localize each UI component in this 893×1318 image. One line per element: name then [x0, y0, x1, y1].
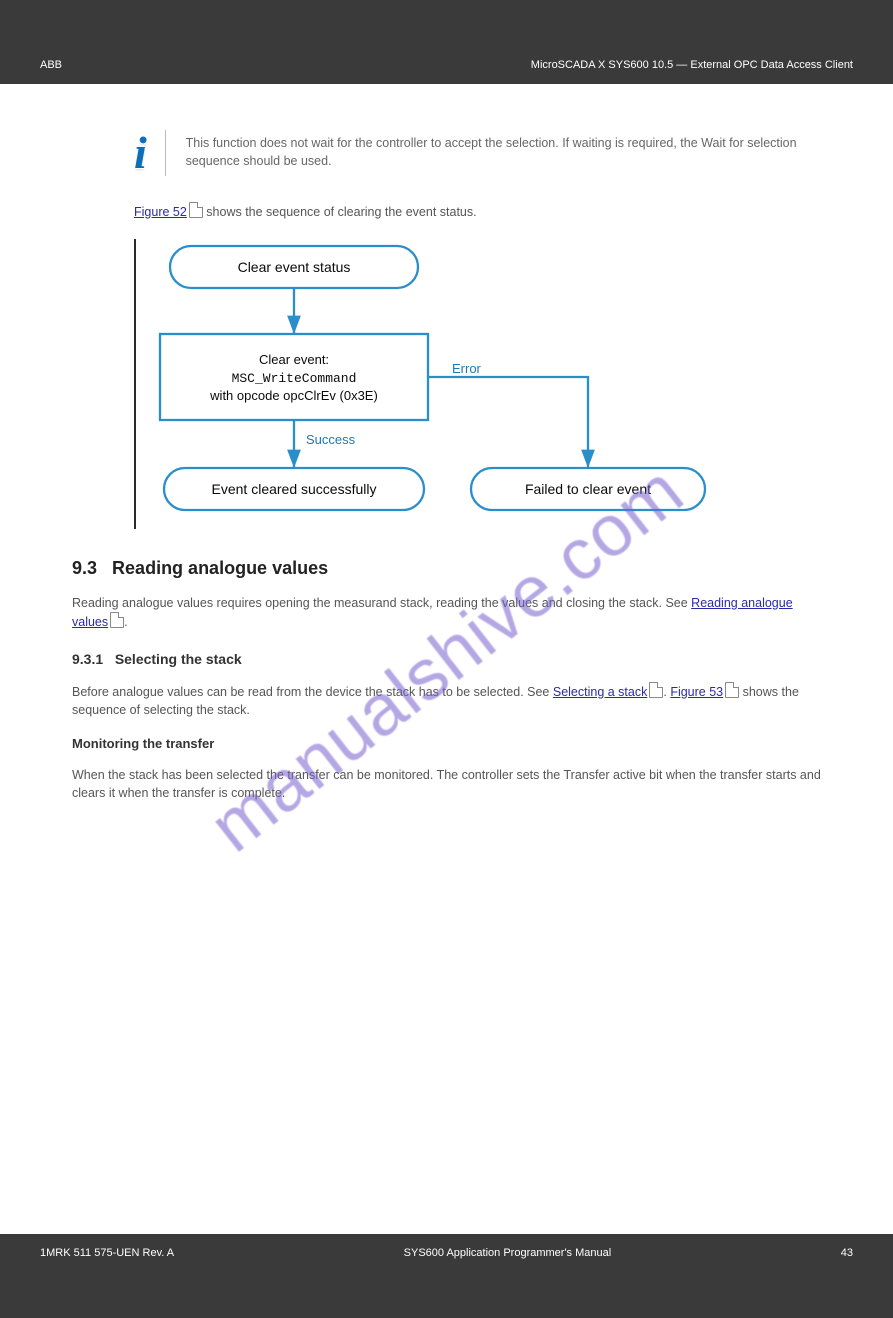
sub-pre: Before analogue values can be read from … — [72, 685, 553, 699]
mini-text: When the stack has been selected the tra… — [72, 766, 821, 802]
subsection-text: Before analogue values can be read from … — [72, 682, 821, 719]
section-heading: 9.3 Reading analogue values — [72, 555, 821, 581]
svg-text:Failed to clear event: Failed to clear event — [525, 481, 651, 497]
figure-lead-tail: shows the sequence of clearing the event… — [206, 205, 476, 219]
section-intro-tail: . — [124, 615, 127, 629]
section-intro: Reading analogue values requires opening… — [72, 594, 821, 631]
section-title: Reading analogue values — [112, 558, 328, 578]
info-icon: i — [134, 130, 147, 176]
page-icon — [725, 682, 739, 698]
svg-text:with opcode opcClrEv (0x3E): with opcode opcClrEv (0x3E) — [209, 388, 378, 403]
subsection-title: Selecting the stack — [115, 651, 242, 667]
flowchart: Success Error Clear event status Clear even… — [134, 239, 821, 529]
page-icon — [649, 682, 663, 698]
flowchart-svg: Success Error Clear event status Clear even… — [136, 239, 736, 529]
mini-heading: Monitoring the transfer — [72, 735, 821, 754]
footer-left: 1MRK 511 575-UEN Rev. A — [40, 1246, 174, 1262]
page-body: i This function does not wait for the co… — [0, 84, 893, 1234]
info-divider — [165, 130, 166, 176]
sub-link-2[interactable]: Figure 53 — [670, 685, 723, 699]
page-header: ABB MicroSCADA X SYS600 10.5 — External … — [0, 0, 893, 84]
footer-right: 43 — [841, 1246, 853, 1262]
section-intro-text: Reading analogue values requires opening… — [72, 596, 688, 610]
info-text: This function does not wait for the cont… — [186, 130, 821, 176]
svg-text:Success: Success — [306, 432, 356, 447]
subsection-heading: 9.3.1 Selecting the stack — [72, 649, 821, 669]
figure-ref-link[interactable]: Figure 52 — [134, 205, 187, 219]
header-left: ABB — [40, 58, 62, 74]
figure-lead-in: Figure 52 shows the sequence of clearing… — [134, 202, 821, 221]
svg-text:Clear event status: Clear event status — [238, 259, 351, 275]
page-icon — [110, 612, 124, 628]
sub-link-1[interactable]: Selecting a stack — [553, 685, 648, 699]
footer-center: SYS600 Application Programmer's Manual — [404, 1246, 612, 1262]
svg-text:Error: Error — [452, 361, 482, 376]
subsection-number: 9.3.1 — [72, 651, 103, 667]
svg-text:MSC_WriteCommand: MSC_WriteCommand — [232, 371, 357, 386]
header-right: MicroSCADA X SYS600 10.5 — External OPC … — [531, 58, 853, 74]
page-icon — [189, 202, 203, 218]
page-footer: 1MRK 511 575-UEN Rev. A SYS600 Applicati… — [0, 1234, 893, 1318]
svg-text:Event cleared successfully: Event cleared successfully — [212, 481, 377, 497]
section-number: 9.3 — [72, 558, 97, 578]
info-callout: i This function does not wait for the co… — [134, 130, 821, 176]
svg-text:Clear event:: Clear event: — [259, 352, 329, 367]
